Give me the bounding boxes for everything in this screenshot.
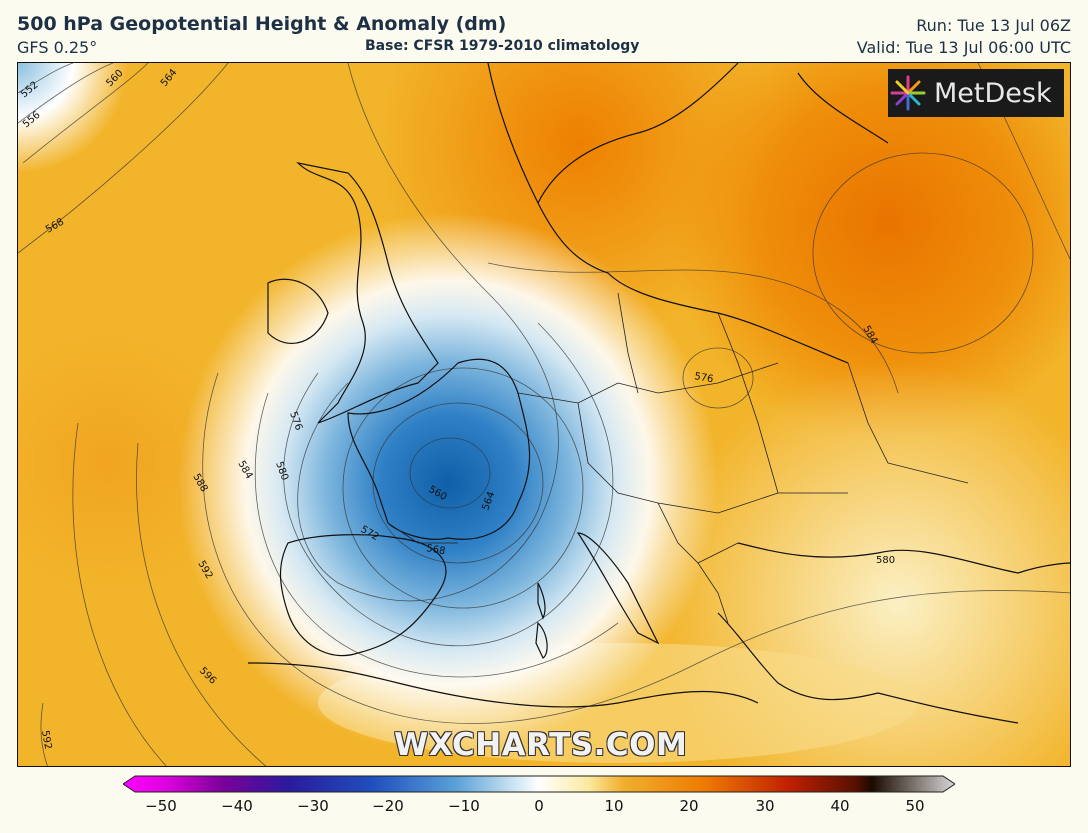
climatology-label: Base: CFSR 1979-2010 climatology: [365, 38, 640, 54]
logo-text: MetDesk: [934, 77, 1052, 109]
iberia-outline: [279, 534, 447, 657]
model-label: GFS 0.25°: [17, 38, 98, 57]
colorbar-tick: −50: [145, 797, 177, 815]
watermark: WXCHARTS.COM: [394, 727, 688, 763]
colorbar-tick: 10: [604, 797, 624, 815]
pinwheel-logo-icon: [890, 75, 926, 111]
contour-label: 576: [693, 371, 714, 385]
baltic-coast: [487, 63, 849, 364]
anomaly-colorbar: [123, 775, 955, 793]
colorbar-tick: 30: [755, 797, 775, 815]
north-africa-coast: [247, 662, 759, 708]
valid-time: Valid: Tue 13 Jul 06:00 UTC: [856, 38, 1071, 57]
contour-label: 568: [425, 543, 446, 557]
coastlines: [247, 63, 1070, 724]
contour-label: 592: [39, 730, 53, 751]
ireland-outline: [267, 278, 329, 344]
map-canvas: 552 556 560 564 568 576 580 584 588 592 …: [18, 63, 1070, 766]
sardinia-outline: [535, 621, 548, 659]
colorbar-tick: 40: [830, 797, 850, 815]
great-britain-outline: [296, 162, 439, 424]
colorbar-tick: −20: [372, 797, 404, 815]
colorbar-tick: 50: [905, 797, 925, 815]
italy-outline: [576, 532, 660, 645]
colorbar-tick: 20: [679, 797, 699, 815]
aegean-coast: [717, 612, 1019, 724]
colorbar-tick: 0: [534, 797, 544, 815]
finland-coast: [797, 72, 889, 144]
anomaly-map: 552 556 560 564 568 576 580 584 588 592 …: [17, 62, 1071, 767]
scandinavia-coast: [537, 63, 739, 204]
metdesk-logo: MetDesk: [888, 69, 1064, 117]
cut-off-low-anomaly: [18, 63, 1070, 766]
country-borders: [387, 292, 969, 624]
run-time: Run: Tue 13 Jul 06Z: [916, 16, 1071, 35]
france-outline: [347, 358, 531, 540]
colorbar-tick: −40: [221, 797, 253, 815]
colorbar-tick: −10: [448, 797, 480, 815]
colorbar-tick: −30: [297, 797, 329, 815]
corsica-outline: [537, 582, 546, 620]
black-sea-coast: [737, 542, 1070, 574]
chart-title: 500 hPa Geopotential Height & Anomaly (d…: [17, 13, 507, 35]
contour-label: 580: [876, 555, 895, 566]
